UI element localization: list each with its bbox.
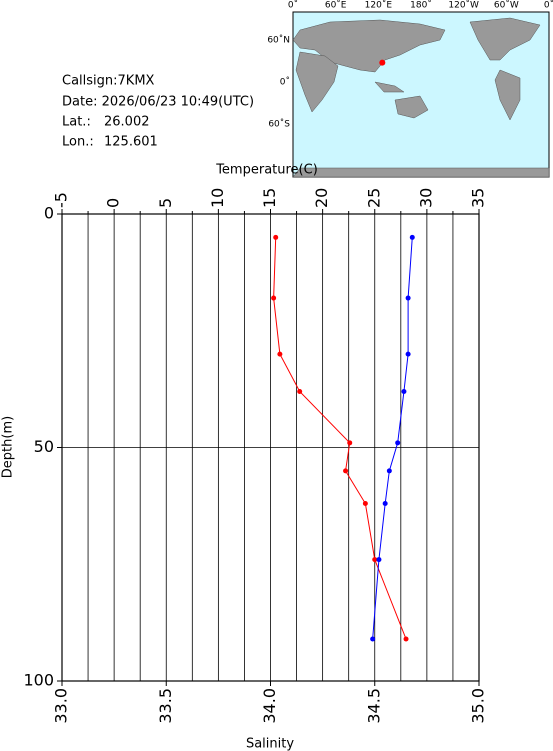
map-lat-label: 0˚	[280, 77, 290, 88]
profile-point	[297, 388, 303, 394]
profile-point	[405, 295, 411, 301]
map	[292, 11, 550, 178]
map-lon-label: 120˚W	[448, 0, 479, 11]
profile-point	[376, 557, 382, 563]
x-tick-label: 25	[364, 188, 383, 208]
profile-point	[372, 557, 378, 563]
profile-point	[386, 468, 392, 474]
profile-point	[271, 295, 277, 301]
x-tick-label: 35	[469, 188, 488, 208]
x2-tick-label: 34.5	[364, 688, 383, 724]
lat: 26.002	[104, 115, 150, 130]
x2-tick-label: 33.0	[52, 688, 71, 724]
x-tick-label: -5	[52, 192, 71, 208]
y-tick-label: 50	[34, 437, 54, 456]
map-lon-label: 120˚E	[365, 0, 393, 11]
map-lon-label: 60˚E	[325, 0, 347, 11]
x-tick-label: 20	[312, 188, 331, 208]
lon-label: Lon.:	[62, 135, 94, 150]
x-tick-label: 30	[416, 188, 435, 208]
position-marker	[379, 59, 386, 66]
profile-point	[273, 234, 279, 240]
x2-tick-label: 33.5	[156, 688, 175, 724]
map-lon-label: 180˚	[410, 0, 432, 11]
profile-point	[409, 234, 415, 240]
y-tick-label: 100	[23, 671, 54, 690]
lon: 125.601	[104, 135, 158, 150]
profile-point	[347, 440, 353, 446]
map-lon-label: 60˚W	[494, 0, 519, 11]
profile-point	[370, 636, 376, 642]
profile-point	[277, 351, 283, 357]
profile-point	[382, 501, 388, 507]
map-lat-label: 60˚N	[267, 35, 290, 46]
map-land	[292, 17, 550, 178]
date: Date: 2026/06/23 10:49(UTC)	[62, 95, 254, 110]
profile-point	[405, 351, 411, 357]
x-tick-label: 15	[260, 188, 279, 208]
lat-label: Lat.:	[62, 115, 91, 130]
profile-point	[403, 636, 409, 642]
x2-axis-title: Salinity	[246, 737, 294, 751]
map-lon-label: 0˚	[544, 0, 553, 11]
y-tick-label: 0	[44, 204, 54, 223]
profile-point	[343, 468, 349, 474]
profile-line	[273, 237, 407, 640]
x2-tick-label: 35.0	[469, 688, 488, 724]
x-tick-label: 5	[156, 198, 175, 208]
x-axis-title: Temperature(C)	[215, 163, 318, 178]
profile-point	[362, 501, 368, 507]
map-lat-label: 60˚S	[268, 119, 290, 130]
x-tick-label: 0	[104, 198, 123, 208]
x-tick-label: 10	[208, 188, 227, 208]
profile-point	[401, 388, 407, 394]
y-axis-title: Depth(m)	[1, 416, 16, 478]
map-lon-label: 0˚	[288, 0, 298, 11]
profile-point	[395, 440, 401, 446]
x2-tick-label: 34.0	[260, 688, 279, 724]
callsign: Callsign:7KMX	[62, 74, 155, 89]
